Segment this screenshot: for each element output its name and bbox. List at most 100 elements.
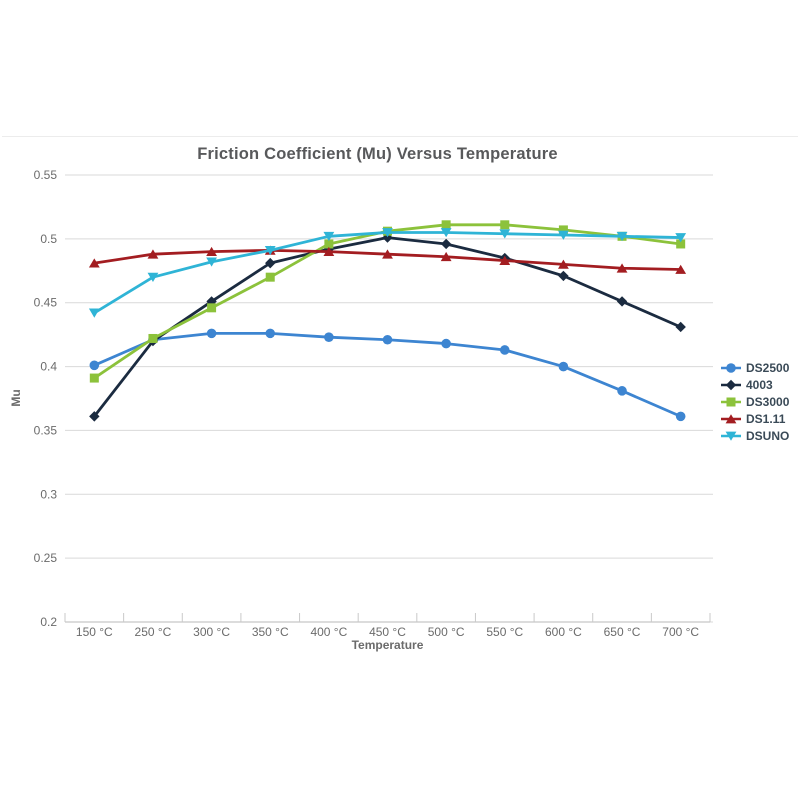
y-tick-label: 0.5 — [40, 232, 57, 246]
data-point-marker — [558, 225, 568, 235]
data-point-marker — [616, 263, 628, 273]
data-point-marker — [206, 328, 217, 339]
data-point-marker — [265, 328, 276, 339]
legend-item-4003[interactable]: 4003 — [721, 376, 789, 393]
data-point-marker — [616, 296, 628, 307]
data-point-marker — [558, 230, 569, 240]
data-point-marker — [500, 220, 510, 230]
data-point-marker — [89, 373, 99, 383]
chart-panel-top-border — [2, 136, 798, 137]
data-point-marker — [616, 231, 628, 242]
data-point-marker — [324, 239, 334, 249]
legend-marker-triangle-up-icon — [721, 413, 741, 423]
data-point-marker — [558, 270, 569, 282]
x-tick-label: 700 °C — [662, 625, 699, 639]
x-tick-label: 550 °C — [486, 625, 523, 639]
series-line-4003 — [92, 236, 683, 418]
data-point-marker — [725, 431, 737, 441]
data-point-marker — [89, 411, 100, 422]
data-point-marker — [382, 334, 393, 345]
data-point-marker — [675, 321, 686, 333]
y-tick-label: 0.55 — [34, 168, 58, 182]
chart-title: Friction Coefficient (Mu) Versus Tempera… — [197, 145, 558, 163]
legend-label: DSUNO — [746, 428, 790, 443]
data-point-marker — [558, 361, 569, 372]
data-point-marker — [89, 360, 100, 371]
data-point-marker — [147, 249, 159, 259]
series-line-DS2500 — [92, 331, 683, 418]
data-point-marker — [675, 264, 687, 274]
legend-item-DSUNO[interactable]: DSUNO — [721, 427, 789, 444]
data-point-marker — [88, 258, 100, 268]
x-tick-label: 450 °C — [369, 625, 406, 639]
legend-label: DS1.11 — [746, 411, 786, 426]
x-tick-label: 600 °C — [545, 625, 582, 639]
data-point-marker — [725, 379, 737, 390]
data-point-marker — [675, 233, 687, 243]
data-point-marker — [440, 251, 452, 262]
data-point-marker — [264, 245, 276, 256]
data-point-marker — [725, 413, 737, 423]
legend-marker-circle-icon — [721, 362, 741, 373]
y-axis-title: Mu — [9, 389, 23, 407]
legend-marker-triangle-down-icon — [721, 431, 741, 441]
chart-legend: DS2500 4003 DS3000 DS1.11 DSUNO — [721, 359, 789, 444]
y-tick-label: 0.4 — [40, 360, 57, 374]
legend-label: DS2500 — [746, 360, 790, 375]
x-tick-label: 250 °C — [135, 625, 172, 639]
legend-item-DS2500[interactable]: DS2500 — [721, 359, 789, 376]
data-point-marker — [441, 338, 451, 349]
legend-marker-square-icon — [721, 397, 741, 406]
data-point-marker — [265, 257, 276, 269]
series-DSUNO — [88, 228, 687, 318]
x-tick-label: 500 °C — [428, 625, 465, 639]
x-tick-label: 350 °C — [252, 625, 289, 639]
series-DS3000 — [89, 220, 686, 383]
data-point-marker — [676, 239, 686, 249]
x-tick-label: 300 °C — [193, 625, 230, 639]
data-point-marker — [441, 220, 451, 230]
x-tick-label: 400 °C — [310, 625, 347, 639]
data-point-marker — [88, 308, 100, 318]
legend-item-DS3000[interactable]: DS3000 — [721, 393, 789, 410]
data-point-marker — [499, 229, 511, 239]
data-point-marker — [265, 272, 275, 282]
data-point-marker — [382, 249, 393, 259]
data-point-marker — [147, 272, 159, 282]
data-point-marker — [148, 333, 158, 343]
legend-label: 4003 — [746, 377, 773, 392]
data-point-marker — [726, 397, 736, 406]
series-DS2500 — [89, 328, 686, 422]
data-point-marker — [206, 296, 217, 307]
data-point-marker — [324, 332, 334, 342]
data-point-marker — [323, 246, 335, 257]
data-point-marker — [440, 228, 452, 238]
data-point-marker — [499, 255, 511, 265]
y-tick-label: 0.35 — [34, 423, 58, 437]
x-axis-title: Temperature — [351, 638, 424, 652]
x-tick-label: 650 °C — [604, 625, 641, 639]
y-tick-label: 0.25 — [34, 551, 58, 565]
x-tick-label: 150 °C — [76, 625, 113, 639]
data-point-marker — [206, 246, 217, 257]
data-point-marker — [323, 231, 335, 242]
data-point-marker — [617, 386, 627, 396]
y-tick-label: 0.45 — [34, 296, 58, 310]
data-point-marker — [207, 303, 217, 313]
legend-item-DS1.11[interactable]: DS1.11 — [721, 410, 789, 427]
series-line-DSUNO — [92, 231, 683, 315]
data-point-marker — [206, 257, 217, 267]
data-point-marker — [558, 259, 569, 269]
data-point-marker — [726, 362, 736, 373]
series-4003 — [89, 232, 686, 422]
data-point-marker — [440, 238, 452, 250]
data-point-marker — [382, 228, 393, 238]
legend-marker-diamond-icon — [721, 379, 741, 390]
series-line-DS3000 — [92, 223, 683, 380]
data-point-marker — [499, 345, 510, 355]
legend-label: DS3000 — [746, 394, 790, 409]
data-point-marker — [675, 411, 686, 422]
y-tick-label: 0.2 — [40, 615, 57, 629]
y-tick-label: 0.3 — [40, 487, 57, 501]
